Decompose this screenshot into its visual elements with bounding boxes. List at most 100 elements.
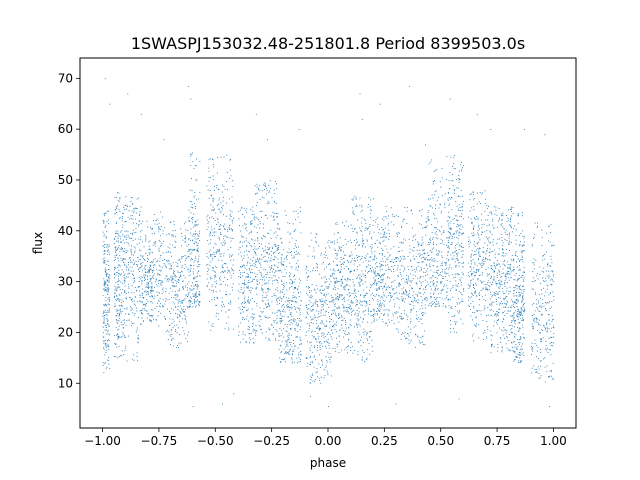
data-point	[311, 377, 313, 378]
data-point	[305, 268, 307, 270]
data-point	[130, 321, 132, 323]
data-point	[470, 218, 472, 220]
data-point	[145, 310, 147, 312]
data-point	[281, 242, 283, 244]
data-point	[250, 258, 252, 260]
data-point	[373, 282, 374, 284]
data-point	[461, 233, 463, 234]
data-point	[322, 364, 323, 366]
data-point	[151, 262, 153, 264]
data-point	[310, 232, 312, 234]
data-point	[373, 309, 375, 311]
data-point	[378, 309, 380, 311]
data-point	[264, 315, 266, 317]
data-point	[128, 210, 130, 212]
data-point	[247, 241, 249, 243]
data-point	[196, 281, 198, 282]
data-point	[444, 193, 446, 195]
data-point	[411, 213, 413, 215]
data-point	[158, 280, 159, 282]
data-point	[197, 286, 198, 288]
data-point	[105, 286, 107, 288]
data-point	[247, 326, 249, 327]
data-point	[105, 351, 107, 353]
data-point	[175, 329, 176, 331]
data-point	[324, 276, 326, 278]
data-point	[230, 277, 232, 279]
data-point	[369, 231, 371, 233]
data-point	[106, 345, 108, 347]
data-point	[448, 204, 450, 206]
data-point	[398, 299, 400, 300]
data-point	[144, 267, 146, 269]
data-point	[149, 240, 151, 242]
data-point	[117, 200, 119, 202]
data-point	[307, 313, 309, 315]
data-point	[128, 286, 130, 288]
data-point	[132, 312, 134, 314]
data-point	[138, 268, 140, 270]
data-point	[254, 261, 256, 263]
data-point	[380, 297, 382, 299]
data-point	[244, 298, 245, 300]
data-point	[327, 257, 329, 259]
data-point	[105, 244, 107, 246]
data-point	[158, 301, 160, 302]
data-point	[148, 313, 150, 315]
data-point	[124, 308, 126, 310]
data-point	[218, 197, 220, 199]
data-point	[470, 303, 472, 305]
data-point	[126, 265, 127, 267]
data-point	[297, 336, 299, 338]
data-point	[122, 319, 124, 321]
data-point	[312, 374, 314, 376]
data-point	[478, 324, 480, 326]
data-point	[254, 332, 256, 334]
data-point	[140, 206, 142, 208]
data-point	[378, 229, 380, 230]
data-point	[115, 207, 117, 209]
data-point	[380, 312, 382, 314]
data-point	[261, 289, 263, 291]
data-point	[136, 208, 138, 209]
data-point	[147, 284, 149, 286]
data-point	[124, 335, 125, 337]
data-point	[294, 281, 295, 283]
data-point	[125, 196, 127, 198]
data-point	[462, 218, 464, 220]
data-point	[317, 305, 319, 307]
data-point	[337, 296, 339, 298]
data-point	[434, 232, 436, 234]
data-point	[109, 325, 110, 327]
data-point	[264, 249, 266, 251]
data-point	[421, 257, 423, 259]
data-point	[446, 272, 447, 274]
data-point	[458, 249, 460, 251]
data-point	[107, 250, 109, 252]
data-point	[117, 337, 119, 339]
data-point	[194, 238, 196, 240]
data-point	[295, 329, 297, 331]
data-point	[106, 315, 108, 316]
data-point	[452, 274, 454, 275]
data-point	[106, 287, 108, 289]
data-point	[197, 233, 199, 235]
data-point	[336, 307, 338, 309]
data-point	[259, 258, 260, 260]
data-point	[105, 282, 106, 284]
data-point	[193, 285, 195, 287]
data-point	[209, 278, 211, 280]
data-point	[374, 280, 376, 282]
data-point	[334, 285, 335, 287]
data-point	[313, 366, 315, 368]
data-point	[361, 209, 363, 211]
data-point	[117, 240, 119, 242]
data-point	[322, 300, 324, 302]
data-point	[321, 322, 323, 324]
data-point	[263, 256, 265, 258]
data-point	[229, 225, 231, 227]
data-point	[456, 321, 458, 323]
data-point	[261, 216, 263, 218]
data-point	[324, 288, 326, 290]
data-point	[257, 187, 259, 189]
